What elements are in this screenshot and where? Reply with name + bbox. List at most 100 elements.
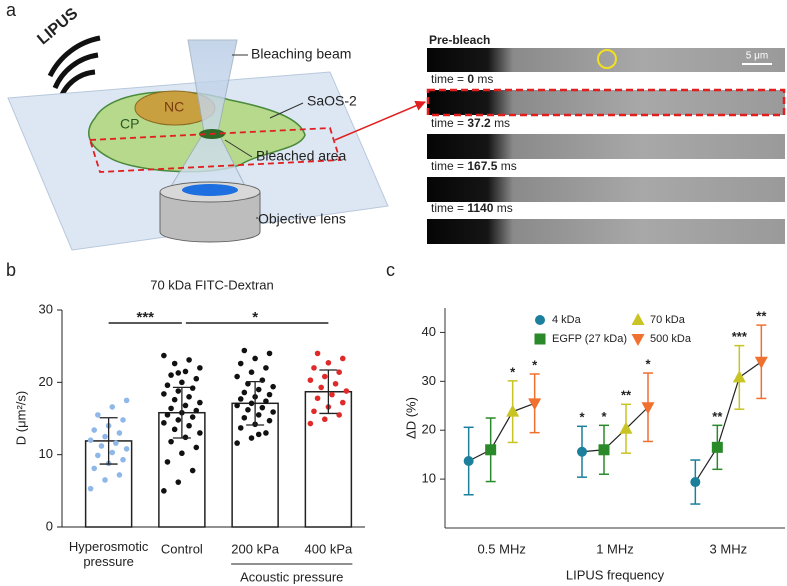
y-tick-label: 10 bbox=[422, 471, 436, 486]
data-point bbox=[113, 440, 119, 446]
nc-label: NC bbox=[164, 99, 184, 115]
significance-label: *** bbox=[732, 329, 748, 344]
time-part: ms bbox=[501, 159, 517, 173]
cell-label: SaOS-2 bbox=[307, 93, 357, 109]
time-part: ms bbox=[494, 116, 510, 130]
data-point bbox=[245, 380, 251, 387]
time-part: 167.5 bbox=[467, 159, 497, 173]
x-tick-label: Hyperosmotic pressure bbox=[69, 539, 149, 569]
lipus-label: LIPUS bbox=[34, 5, 81, 49]
data-point bbox=[259, 404, 266, 411]
time-part: time = bbox=[431, 116, 464, 130]
data-point bbox=[171, 396, 178, 403]
legend-label: EGFP (27 kDa) bbox=[552, 333, 627, 345]
data-point bbox=[168, 438, 174, 445]
data-point bbox=[164, 412, 171, 418]
data-point bbox=[321, 373, 328, 380]
data-point bbox=[175, 479, 182, 485]
data-point bbox=[189, 414, 196, 420]
data-point bbox=[193, 407, 200, 414]
data-point bbox=[182, 434, 189, 441]
y-axis-label: ΔD (%) bbox=[403, 397, 418, 439]
data-point bbox=[116, 472, 123, 478]
panel-label: b bbox=[6, 260, 16, 280]
time-label: time = 167.5 ms bbox=[431, 159, 517, 173]
data-point bbox=[164, 382, 171, 389]
x-tick-label: 200 kPa bbox=[231, 541, 279, 556]
data-point bbox=[120, 456, 126, 463]
data-point bbox=[598, 444, 610, 456]
legend-marker bbox=[534, 333, 546, 345]
data-point bbox=[109, 449, 116, 456]
data-point bbox=[732, 370, 746, 383]
time-part: 37.2 bbox=[467, 116, 491, 130]
data-point bbox=[266, 417, 273, 424]
data-point bbox=[189, 467, 196, 474]
data-point bbox=[95, 452, 101, 459]
data-point bbox=[116, 430, 123, 436]
data-point bbox=[754, 356, 768, 369]
panel-label: c bbox=[386, 260, 395, 280]
leader bbox=[269, 102, 304, 119]
data-point bbox=[179, 379, 185, 386]
objective-body bbox=[159, 192, 261, 243]
arrow bbox=[334, 100, 426, 141]
data-point bbox=[102, 433, 108, 440]
legend-marker bbox=[535, 315, 545, 325]
data-point bbox=[255, 386, 262, 393]
significance-label: * bbox=[645, 356, 651, 371]
x-tick-label: Control bbox=[161, 541, 203, 556]
data-point bbox=[263, 398, 269, 404]
significance-label: ** bbox=[712, 409, 723, 424]
data-point bbox=[168, 405, 174, 412]
y-tick-label: 20 bbox=[422, 422, 436, 437]
data-point bbox=[186, 422, 192, 429]
data-point bbox=[87, 437, 94, 444]
x-tick-label: 3 MHz bbox=[710, 541, 748, 556]
data-point bbox=[266, 350, 273, 357]
data-point bbox=[234, 373, 240, 380]
significance-label: * bbox=[252, 309, 258, 326]
data-point bbox=[186, 357, 192, 363]
data-point bbox=[87, 485, 94, 492]
group-label: Acoustic pressure bbox=[240, 569, 343, 584]
legend-marker bbox=[631, 334, 645, 346]
data-point bbox=[248, 400, 255, 407]
objective-label: Objective lens bbox=[258, 211, 346, 227]
bleach-circle bbox=[597, 49, 617, 69]
data-point bbox=[95, 412, 101, 418]
data-point bbox=[619, 421, 633, 434]
data-point bbox=[197, 430, 203, 436]
data-point bbox=[266, 391, 273, 398]
data-point bbox=[91, 427, 98, 433]
data-point bbox=[577, 446, 587, 457]
x-tick-label: 400 kPa bbox=[305, 541, 353, 556]
data-point bbox=[197, 365, 203, 371]
data-point bbox=[237, 425, 244, 431]
significance-label: * bbox=[510, 364, 516, 379]
data-point bbox=[314, 395, 321, 402]
data-point bbox=[175, 370, 182, 376]
data-point bbox=[336, 369, 342, 376]
bleached-label: Bleached area bbox=[256, 148, 347, 164]
leader bbox=[224, 139, 253, 158]
data-point bbox=[339, 355, 346, 362]
y-axis-label: D (μm²/s) bbox=[13, 391, 28, 445]
data-point bbox=[164, 459, 171, 465]
data-point bbox=[182, 368, 189, 375]
data-point bbox=[339, 399, 346, 406]
data-point bbox=[186, 394, 192, 400]
time-part: ms bbox=[477, 72, 493, 86]
data-point bbox=[332, 380, 339, 387]
panel-label: a bbox=[6, 0, 17, 20]
connector-line bbox=[468, 402, 535, 462]
data-point bbox=[98, 443, 105, 449]
y-tick-label: 40 bbox=[422, 324, 436, 339]
schematic: a LIPUS NC CP Bleaching beam SaOS-2 Blea… bbox=[6, 0, 426, 251]
data-point bbox=[463, 456, 474, 467]
image-strip bbox=[427, 90, 785, 115]
data-point bbox=[270, 383, 276, 390]
image-strip bbox=[427, 177, 785, 202]
